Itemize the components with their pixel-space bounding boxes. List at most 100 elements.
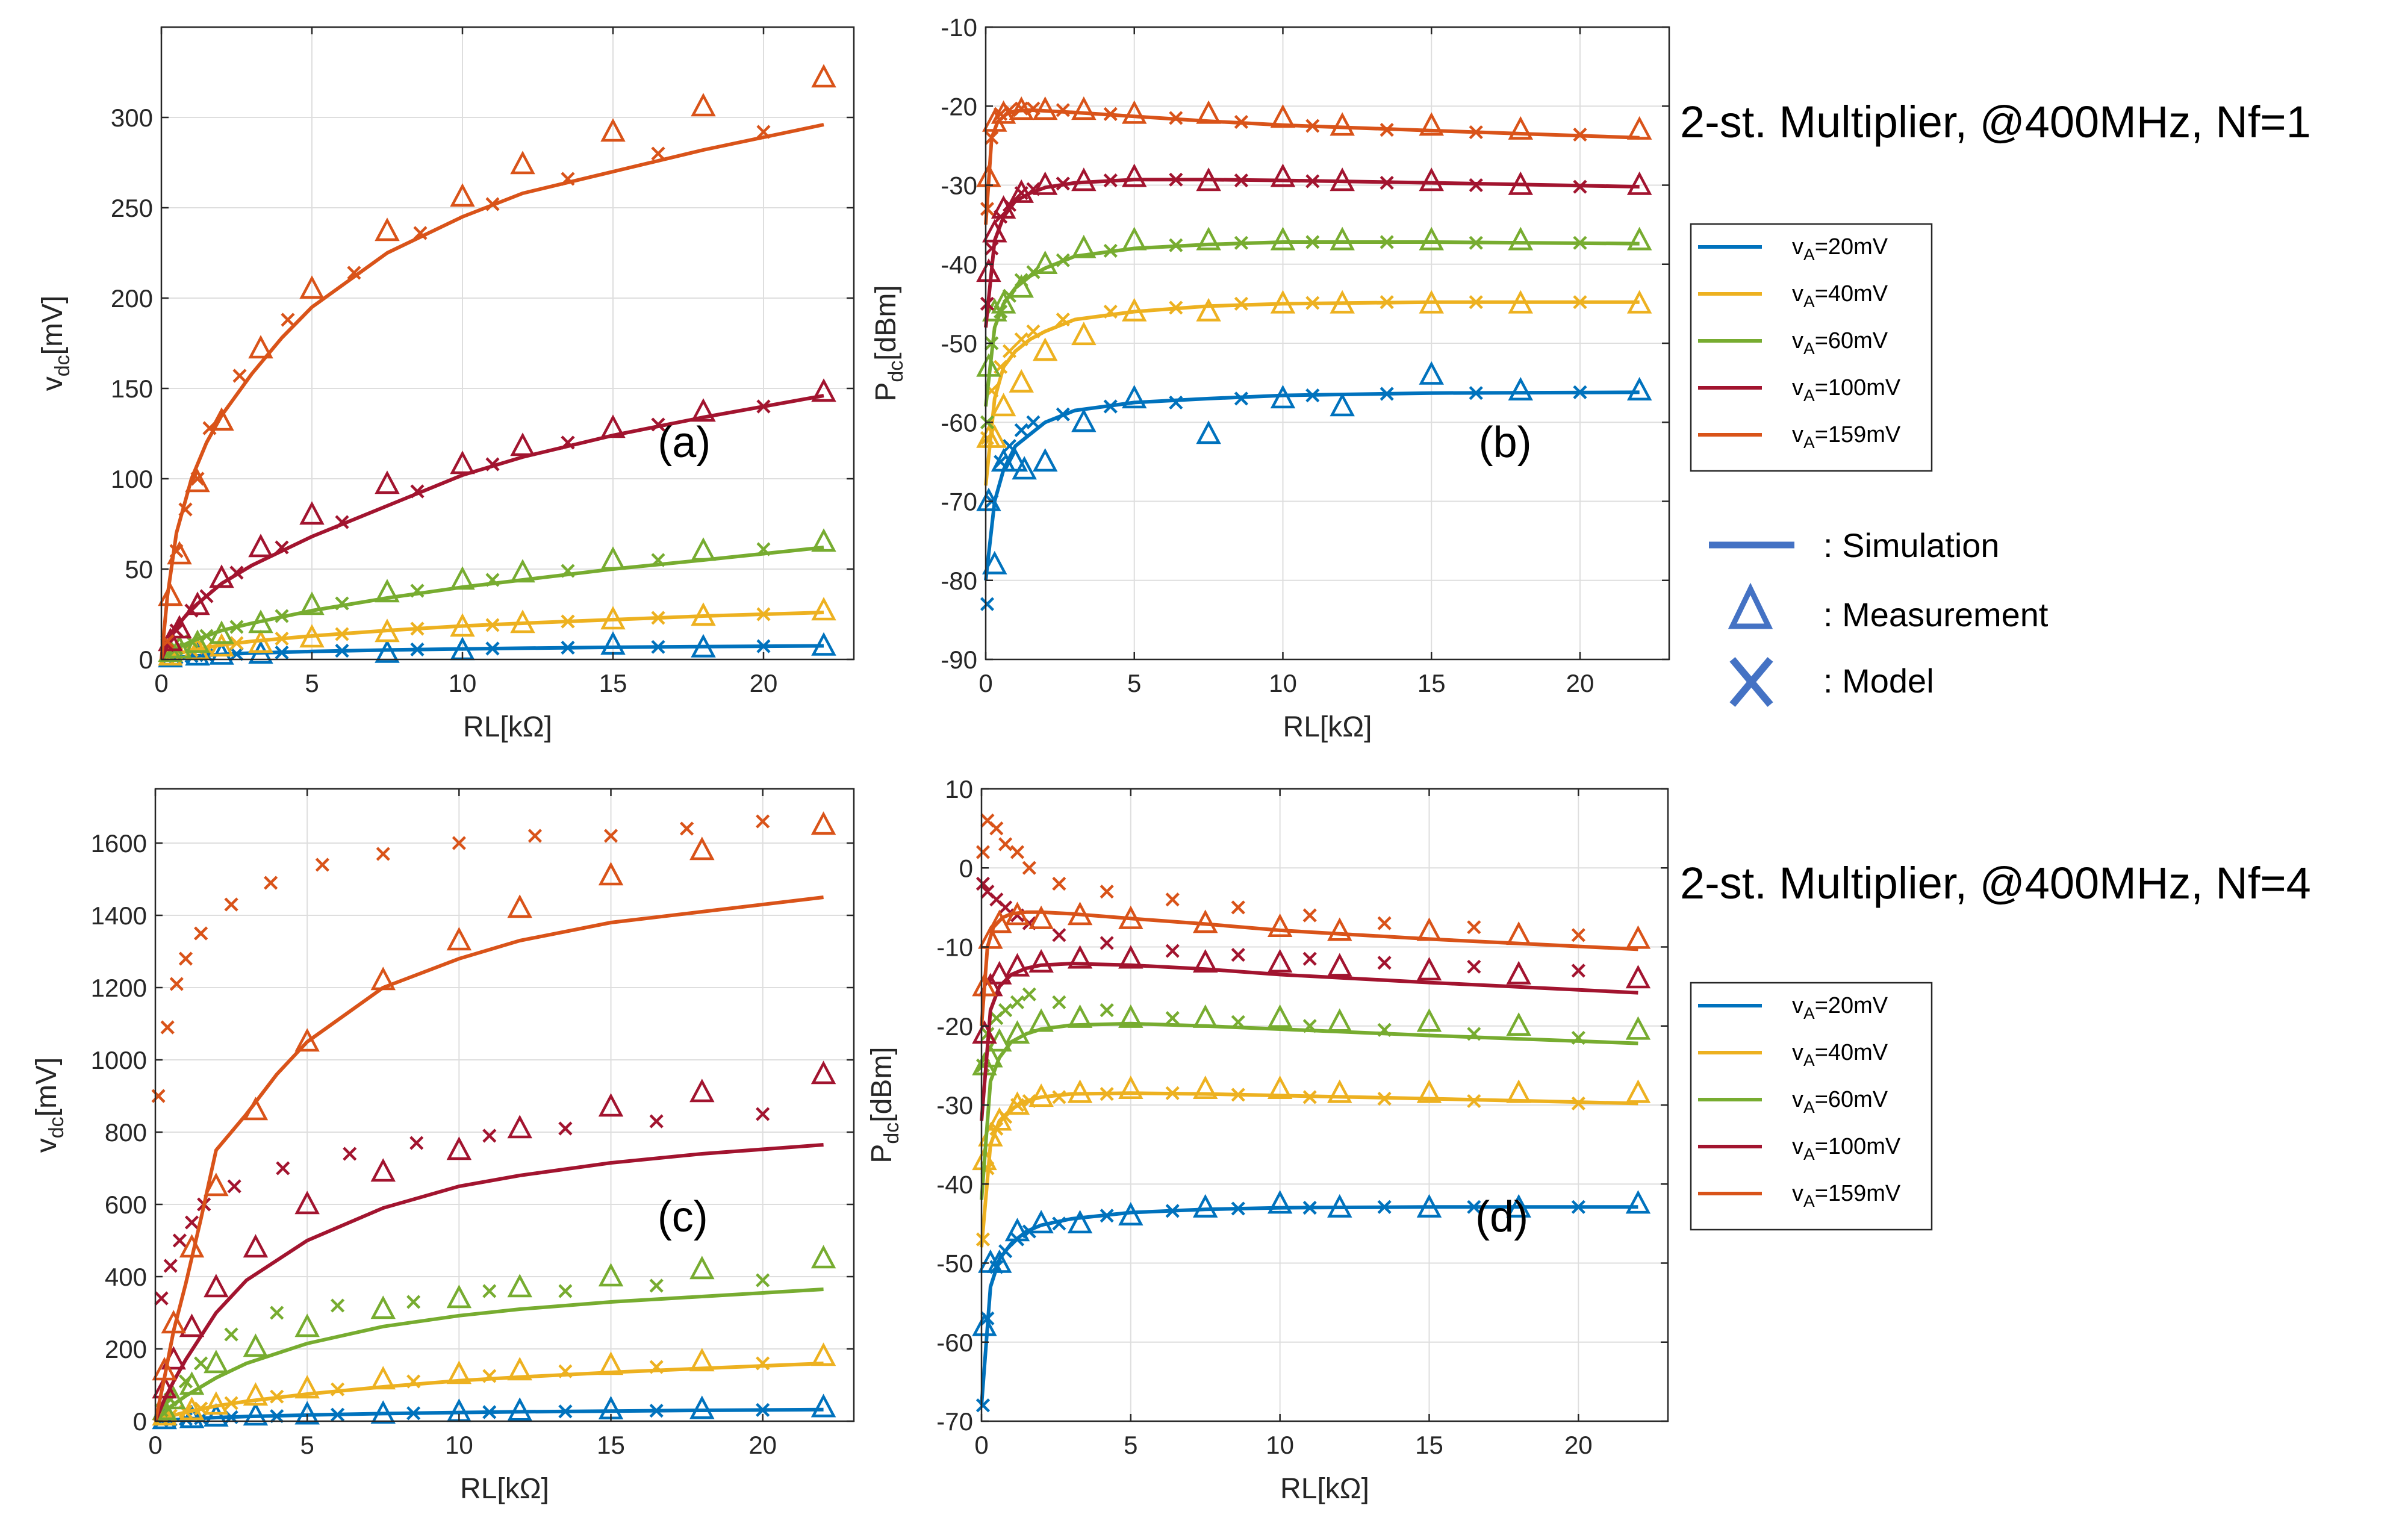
model-point-b-0 xyxy=(980,597,995,611)
measurement-point-c-4 xyxy=(179,1234,205,1258)
legend-label-0: vA=20mV xyxy=(1792,234,1888,264)
measurement-point-c-4 xyxy=(161,1310,187,1334)
sim-line-c-2 xyxy=(154,1287,824,1423)
model-point-d-2 xyxy=(1571,1030,1585,1045)
model-point-d-4 xyxy=(975,845,991,859)
legend-top: vA=20mV vA=40mV vA=60mV vA=100mV vA=159mV xyxy=(1690,223,1933,472)
x-tick-label-d: 20 xyxy=(1564,1431,1593,1459)
model-point-c-1 xyxy=(756,1356,770,1371)
y-axis-label-b: Pdc[dBm] xyxy=(870,285,907,401)
measurement-point-c-2 xyxy=(598,1263,624,1287)
measurement-point-c-0 xyxy=(243,1402,269,1426)
model-point-c-1 xyxy=(649,1360,664,1374)
model-point-c-1 xyxy=(482,1369,497,1383)
model-point-c-3 xyxy=(343,1147,357,1161)
model-point-c-1 xyxy=(406,1374,421,1389)
sim-line-c-3 xyxy=(154,1143,824,1422)
model-point-a-2 xyxy=(275,609,289,623)
model-point-d-3 xyxy=(1571,964,1585,978)
measurement-point-d-4 xyxy=(1327,917,1352,941)
model-point-a-0 xyxy=(335,644,349,658)
measurement-point-d-4 xyxy=(1506,921,1531,945)
measurement-point-d-3 xyxy=(1506,960,1531,985)
model-point-b-4 xyxy=(1103,107,1118,121)
measurement-point-d-1 xyxy=(1625,1079,1651,1103)
model-point-b-2 xyxy=(1014,273,1028,287)
sim-line-c-4 xyxy=(154,895,824,1422)
measurement-point-b-0 xyxy=(1626,376,1652,400)
model-point-d-2 xyxy=(998,1003,1013,1018)
measurement-point-d-0 xyxy=(1118,1201,1143,1225)
x-tick-label-a: 15 xyxy=(599,669,627,697)
measurement-point-b-2 xyxy=(1121,226,1147,251)
model-point-c-2 xyxy=(270,1306,284,1320)
measurement-point-b-3 xyxy=(982,219,1007,243)
y-tick-label-a: 0 xyxy=(139,646,153,674)
measurement-point-d-3 xyxy=(1118,945,1143,969)
legend-box xyxy=(1690,982,1933,1231)
measurement-point-d-3 xyxy=(1028,948,1054,973)
model-point-b-4 xyxy=(1169,111,1183,125)
key-model-label: : Model xyxy=(1823,662,1934,700)
model-point-d-4 xyxy=(1377,916,1392,930)
model-point-a-4 xyxy=(347,266,361,280)
measurement-point-b-1 xyxy=(1121,297,1147,322)
measurement-point-d-0 xyxy=(1625,1190,1651,1214)
measurement-point-a-2 xyxy=(209,620,234,644)
panel-label-c: (c) xyxy=(658,1193,708,1241)
measurement-point-b-4 xyxy=(1270,104,1296,128)
measurement-point-b-2 xyxy=(1626,226,1652,251)
model-point-a-3 xyxy=(756,399,771,414)
measurement-point-b-4 xyxy=(1330,112,1355,136)
model-point-b-0 xyxy=(1573,385,1587,399)
panel-label-d: (d) xyxy=(1475,1193,1528,1241)
panel-label-a: (a) xyxy=(658,419,711,467)
measurement-point-d-4 xyxy=(1416,917,1442,941)
model-point-a-1 xyxy=(229,636,244,650)
model-point-a-4 xyxy=(169,544,184,558)
model-point-c-0 xyxy=(482,1405,497,1419)
model-point-b-0 xyxy=(1026,415,1041,429)
measurement-point-b-2 xyxy=(1270,226,1296,251)
y-tick-label-d: 10 xyxy=(945,775,973,803)
model-point-a-4 xyxy=(651,146,665,161)
measurement-point-b-0 xyxy=(1330,393,1355,417)
measurement-point-c-3 xyxy=(294,1191,320,1215)
measurement-point-a-0 xyxy=(691,634,716,658)
measurement-point-c-3 xyxy=(598,1093,624,1117)
measurement-point-c-2 xyxy=(370,1295,396,1319)
measurement-point-d-2 xyxy=(1267,1004,1293,1028)
model-point-b-4 xyxy=(1234,114,1248,129)
model-point-b-1 xyxy=(1002,344,1017,358)
measurement-point-c-2 xyxy=(507,1274,532,1298)
model-point-d-0 xyxy=(1467,1200,1481,1214)
model-point-d-4 xyxy=(1571,928,1585,942)
x-axis-label-c: RL[kΩ] xyxy=(460,1473,549,1505)
measurement-point-b-2 xyxy=(976,353,1001,377)
model-point-c-3 xyxy=(276,1161,290,1175)
measurement-point-b-3 xyxy=(1009,179,1034,203)
x-axis-label-d: RL[kΩ] xyxy=(1280,1473,1369,1505)
model-point-b-1 xyxy=(1103,304,1118,319)
measurement-point-a-4 xyxy=(185,469,210,493)
y-tick-label-b: -70 xyxy=(941,488,977,516)
model-point-c-2 xyxy=(178,1374,193,1389)
title-bottom: 2-st. Multiplier, @400MHz, Nf=4 xyxy=(1680,858,2311,908)
plot-area-c xyxy=(155,789,854,1421)
model-point-b-4 xyxy=(1026,101,1041,116)
legend-label-3: vA=100mV xyxy=(1792,1134,1901,1163)
measurement-point-b-2 xyxy=(1071,234,1097,258)
y-tick-label-d: -50 xyxy=(936,1250,973,1278)
measurement-point-b-4 xyxy=(982,108,1007,132)
model-point-a-2 xyxy=(561,564,575,578)
measurement-point-c-4 xyxy=(446,927,472,951)
measurement-point-b-3 xyxy=(1196,167,1221,191)
model-point-d-1 xyxy=(1022,1094,1036,1109)
model-point-b-4 xyxy=(1469,125,1483,140)
measurement-point-a-2 xyxy=(375,579,400,603)
model-point-c-3 xyxy=(756,1107,770,1121)
model-point-c-0 xyxy=(649,1404,664,1418)
model-point-d-0 xyxy=(1377,1200,1392,1214)
model-point-b-4 xyxy=(1573,127,1587,142)
measurement-point-d-2 xyxy=(1416,1008,1442,1032)
